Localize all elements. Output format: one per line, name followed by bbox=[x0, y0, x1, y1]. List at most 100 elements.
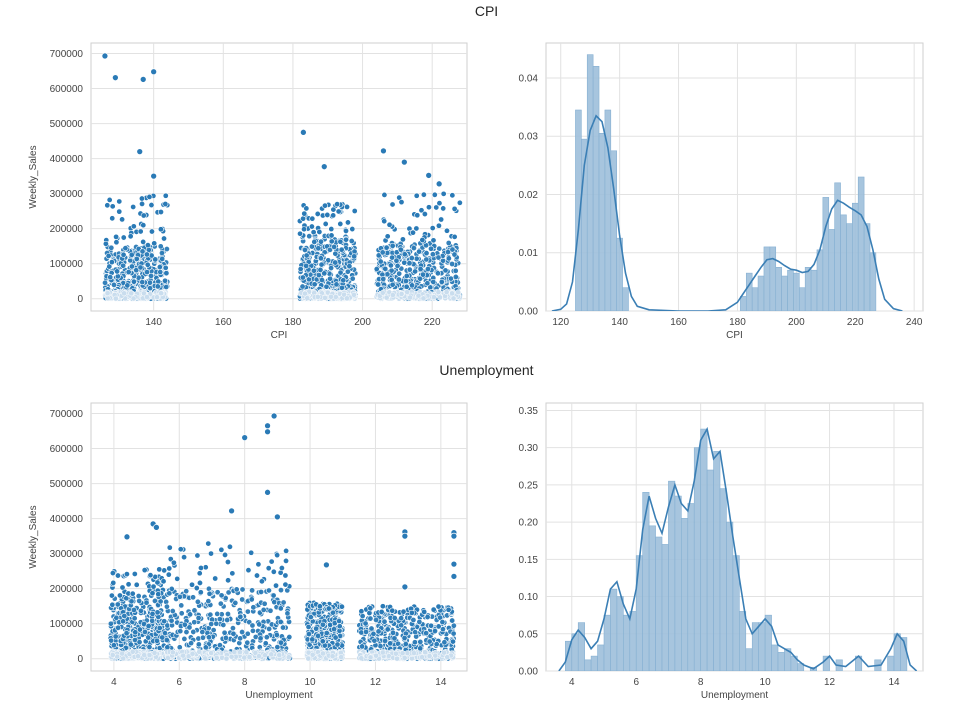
histogram-bar bbox=[822, 655, 830, 671]
scatter-point bbox=[154, 294, 160, 301]
histogram-bar bbox=[674, 495, 682, 671]
scatter-point bbox=[387, 640, 394, 647]
scatter-point bbox=[268, 558, 275, 565]
scatter-point bbox=[329, 653, 336, 660]
y-axis-label: Weekly_Sales bbox=[28, 505, 39, 568]
scatter-point bbox=[140, 222, 147, 229]
scatter-point bbox=[399, 236, 406, 243]
histogram-bar bbox=[764, 614, 772, 671]
scatter-point bbox=[321, 270, 328, 277]
scatter-point bbox=[305, 623, 312, 630]
scatter-point bbox=[156, 566, 163, 573]
scatter-point bbox=[128, 290, 135, 297]
scatter-point bbox=[263, 634, 270, 641]
histogram-bar bbox=[781, 275, 788, 311]
scatter-point bbox=[348, 238, 355, 245]
histogram-bar bbox=[622, 287, 629, 311]
scatter-point bbox=[128, 598, 135, 605]
scatter-point bbox=[375, 252, 382, 259]
scatter-point bbox=[120, 262, 127, 269]
scatter-point bbox=[273, 582, 280, 589]
histogram-bar bbox=[822, 197, 830, 311]
scatter-point bbox=[255, 561, 262, 568]
scatter-point bbox=[321, 202, 328, 209]
scatter-point bbox=[416, 618, 423, 625]
histogram-bar bbox=[771, 644, 779, 671]
scatter-point bbox=[116, 198, 123, 205]
scatter-point bbox=[109, 570, 116, 577]
scatter-point bbox=[257, 635, 264, 642]
scatter-point bbox=[337, 238, 344, 245]
scatter-point bbox=[286, 634, 293, 641]
scatter-point bbox=[109, 652, 116, 658]
scatter-point bbox=[241, 654, 248, 661]
scatter-point bbox=[334, 201, 341, 208]
scatter-point bbox=[344, 268, 351, 275]
scatter-outlier bbox=[450, 532, 458, 540]
scatter-outlier bbox=[153, 524, 160, 531]
scatter-point bbox=[194, 598, 201, 605]
y-tick-label: 200000 bbox=[50, 584, 84, 595]
scatter-point bbox=[332, 634, 339, 641]
x-tick-label: 160 bbox=[215, 317, 232, 328]
scatter-point bbox=[249, 627, 256, 634]
scatter-point bbox=[428, 245, 435, 252]
scatter-point bbox=[305, 655, 312, 662]
scatter-point bbox=[239, 596, 246, 603]
scatter-point bbox=[447, 275, 454, 282]
scatter-point bbox=[208, 550, 215, 557]
cpi-histogram: 120 140 160 180 200 220 2400.000.010.020.030.0… bbox=[519, 42, 924, 341]
row-title-unemployment: Unemployment bbox=[439, 362, 534, 378]
scatter-point bbox=[157, 269, 164, 276]
scatter-point bbox=[107, 274, 114, 281]
scatter-point bbox=[136, 626, 143, 633]
scatter-point bbox=[130, 223, 137, 230]
histogram-bar bbox=[810, 269, 818, 311]
y-tick-label: 600000 bbox=[50, 84, 84, 95]
scatter-point bbox=[160, 578, 167, 585]
histogram-bar bbox=[775, 267, 782, 311]
scatter-point bbox=[148, 272, 155, 279]
scatter-point bbox=[421, 211, 428, 218]
scatter-point bbox=[423, 250, 430, 257]
data-layer bbox=[551, 54, 903, 311]
scatter-point bbox=[301, 246, 308, 253]
scatter-outlier bbox=[264, 488, 271, 496]
scatter-point bbox=[384, 271, 391, 278]
y-tick-label: 300000 bbox=[50, 549, 84, 560]
scatter-point bbox=[299, 283, 306, 290]
scatter-outlier bbox=[228, 507, 235, 515]
scatter-point bbox=[420, 191, 427, 198]
scatter-point bbox=[404, 289, 410, 295]
scatter-point bbox=[258, 578, 265, 585]
scatter-point bbox=[278, 565, 285, 572]
scatter-point bbox=[112, 633, 119, 640]
histogram-bar bbox=[655, 536, 663, 671]
scatter-point bbox=[378, 608, 385, 615]
scatter-point bbox=[104, 295, 111, 302]
scatter-point bbox=[328, 293, 334, 300]
scatter-point bbox=[144, 242, 151, 249]
scatter-point bbox=[191, 607, 198, 614]
scatter-point bbox=[243, 649, 250, 655]
scatter-point bbox=[139, 279, 146, 286]
scatter-point bbox=[408, 609, 415, 616]
scatter-point bbox=[455, 289, 461, 296]
scatter-point bbox=[451, 251, 458, 258]
scatter-point bbox=[119, 584, 126, 591]
scatter-outlier bbox=[136, 148, 144, 155]
scatter-point bbox=[315, 245, 322, 252]
scatter-point bbox=[157, 226, 164, 233]
scatter-point bbox=[450, 630, 457, 637]
scatter-point bbox=[143, 251, 150, 258]
scatter-point bbox=[123, 630, 130, 637]
histogram-bar bbox=[763, 246, 771, 311]
scatter-point bbox=[404, 650, 411, 656]
scatter-point bbox=[322, 220, 329, 227]
scatter-point bbox=[225, 577, 232, 584]
histogram-bar bbox=[745, 648, 753, 671]
unemployment-scatter: 4 6 8 10 12 140100000200000300000400000500000… bbox=[28, 402, 468, 701]
scatter-point bbox=[158, 290, 164, 297]
histogram-bar bbox=[681, 518, 689, 671]
